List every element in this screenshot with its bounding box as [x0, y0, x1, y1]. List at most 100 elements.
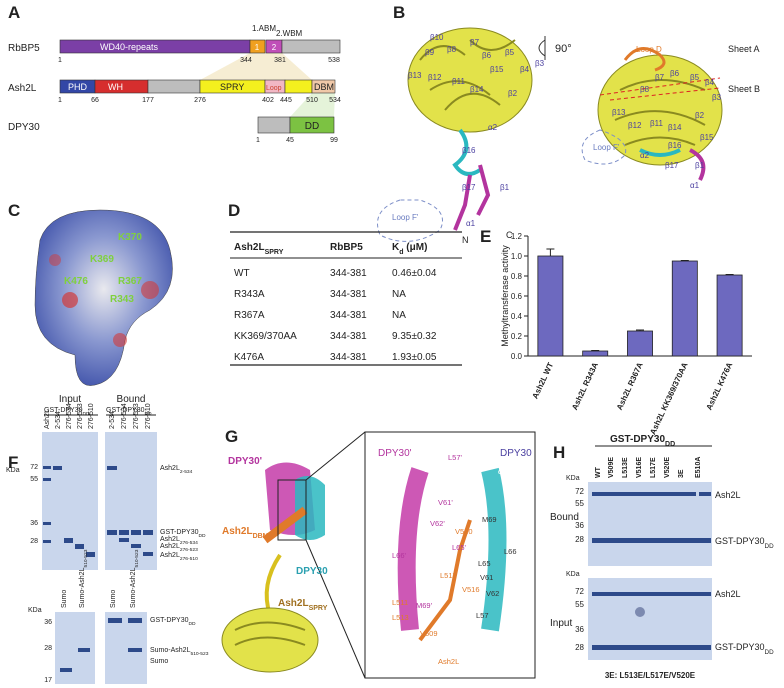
band-label: 276-534	[180, 540, 198, 546]
y-tick-label: 0.6	[511, 292, 523, 301]
domain-label: SPRY	[220, 82, 244, 92]
position: 99	[330, 137, 338, 144]
rotation: 90°	[555, 43, 572, 55]
lane-label: E510A	[695, 457, 702, 478]
band-label: Ash2L	[160, 543, 180, 550]
band-label: Ash2L276-523	[160, 543, 198, 553]
motif-label: 1.ABM	[252, 24, 276, 33]
marker: 36	[575, 625, 584, 634]
ss-label: β13	[612, 108, 626, 117]
table-cell: 9.35±0.32	[392, 331, 437, 342]
y-tick-label: 0.8	[511, 272, 523, 281]
band-label: GST-DPY30DD	[160, 529, 206, 539]
chain-label: SPRY	[309, 605, 328, 612]
y-tick-label: 1.2	[511, 232, 523, 241]
ss-label: β11	[452, 77, 465, 86]
gels-h	[588, 445, 712, 660]
table-cell: 344-381	[330, 268, 367, 279]
residue-label: L57	[476, 611, 489, 620]
ss-label: β4	[520, 65, 530, 74]
lane-label: V520E	[664, 457, 671, 478]
structure-g	[221, 431, 536, 679]
table-header: RbBP5	[330, 242, 363, 253]
chain-label: DBM	[253, 533, 269, 540]
bait-label: GST-DPY30DD	[610, 434, 675, 448]
ss-label: β11	[650, 119, 663, 128]
domain-diagram	[59, 39, 341, 134]
residue-label: V520	[455, 527, 473, 536]
residue-label: R343	[110, 294, 134, 305]
domain-label: 1	[255, 43, 260, 52]
error-bar	[636, 329, 644, 331]
band-label: GST-DPY30	[715, 536, 765, 546]
marker: 72	[575, 587, 584, 596]
marker: 36	[575, 521, 584, 530]
ss-label: β6	[482, 51, 492, 60]
chain-label: Ash2LSPRY	[278, 598, 328, 612]
marker: 55	[30, 476, 38, 483]
position: 276	[194, 97, 206, 104]
table-header: RbBP5	[330, 242, 363, 253]
lane-label: Ash2L	[44, 409, 51, 429]
section-label: Input	[550, 618, 572, 629]
panel-letter: D	[228, 201, 240, 220]
y-tick-label: 0.4	[511, 312, 523, 321]
bar	[537, 255, 564, 357]
band-label: Sumo-Ash2L	[150, 647, 191, 654]
bar	[671, 260, 698, 357]
residue-label: V62'	[430, 519, 445, 528]
band-label: 276-510	[180, 556, 198, 562]
protein-name: RbBP5	[8, 43, 40, 54]
chain-label: Ash2L	[222, 526, 253, 537]
sheet-label: Sheet B	[728, 84, 760, 94]
marker: 28	[44, 645, 52, 652]
y-tick-label: 1.0	[511, 252, 523, 261]
band-label: DD	[765, 543, 775, 550]
lane-label: V509E	[608, 457, 615, 478]
ss-label: β3	[535, 59, 545, 68]
panel-letter: F	[8, 453, 18, 472]
residue-label: DPY30'	[378, 448, 412, 459]
ss-label: β8	[447, 45, 457, 54]
bait-label: DD	[83, 411, 91, 417]
residue-label: V516	[462, 585, 480, 594]
band-label: DD	[199, 533, 207, 539]
marker: 36	[44, 619, 52, 626]
band-label: GST-DPY30DD	[715, 642, 774, 656]
gel-header: Input	[59, 394, 81, 405]
loop-label: Loop F'	[593, 143, 620, 152]
marker: 55	[575, 600, 584, 609]
band-label: 276-523	[180, 547, 198, 553]
band-label: Ash2L	[715, 490, 741, 500]
lane-label: 276-510	[145, 403, 152, 429]
band-label: GST-DPY30	[160, 529, 199, 536]
position: 1	[58, 97, 62, 104]
band-label: Ash2L	[160, 552, 180, 559]
ss-label: β17	[462, 183, 476, 192]
domain-label: DD	[305, 121, 319, 132]
section-label: Bound	[550, 512, 579, 523]
ss-label: β6	[670, 69, 680, 78]
bait-label: DD	[665, 441, 675, 448]
panel-letter: G	[225, 427, 238, 446]
residue-label: K370	[118, 232, 142, 243]
ss-label: β1	[695, 161, 705, 170]
band-label: Ash2L276-534	[160, 536, 198, 546]
ss-label: β7	[655, 73, 665, 82]
lane-label: Sumo-Ash2L510-523	[79, 549, 89, 608]
band-label: Ash2L	[160, 465, 180, 472]
table-header: (μM)	[404, 242, 428, 253]
marker: 17	[44, 677, 52, 684]
motif-label: 2.WBM	[276, 29, 303, 38]
chain-label: Ash2L	[278, 598, 309, 609]
lane-label: 3E	[678, 469, 685, 478]
ss-label: β10	[430, 33, 444, 42]
ss-label: β8	[640, 85, 650, 94]
residue-label: K476	[64, 276, 88, 287]
band-label: Sumo-Ash2L510-523	[150, 647, 209, 657]
ss-label: β14	[470, 85, 484, 94]
loop-label: Loop F'	[392, 213, 419, 222]
band-label: GST-DPY30	[715, 642, 765, 652]
marker: 72	[30, 464, 38, 471]
ss-label: β7	[470, 38, 480, 47]
